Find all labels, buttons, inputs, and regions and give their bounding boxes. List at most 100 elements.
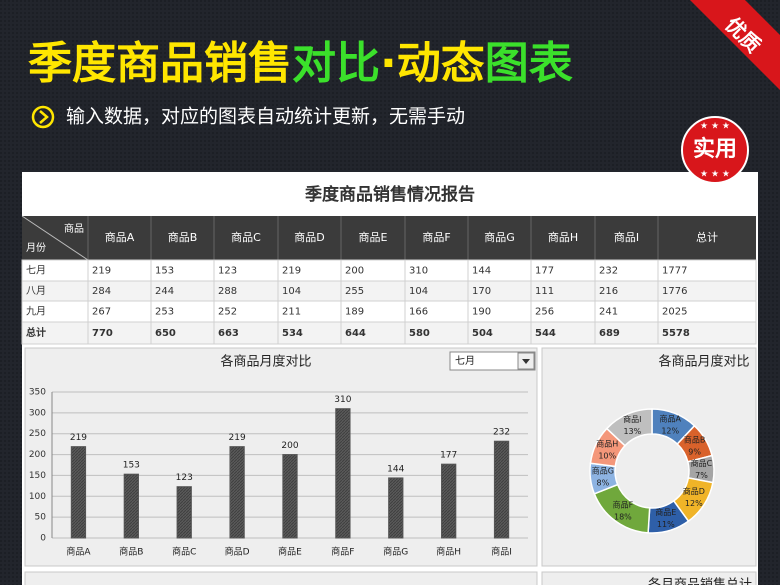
- slice-label: 7%: [695, 471, 708, 480]
- data-label: 232: [493, 428, 510, 438]
- table-cell: 267: [92, 307, 111, 318]
- table-cell: 650: [155, 328, 176, 339]
- slice-name: 商品H: [596, 438, 618, 448]
- data-label: 123: [176, 473, 193, 483]
- table-cell: 189: [345, 307, 364, 318]
- slice-label: 13%: [623, 427, 641, 436]
- column-header: 商品G: [484, 230, 515, 244]
- table-header: [22, 216, 756, 260]
- column-header: 商品C: [231, 230, 261, 244]
- table-cell: 310: [409, 266, 428, 277]
- data-label: 144: [387, 464, 404, 474]
- table-cell: 216: [599, 286, 618, 297]
- y-tick-label: 200: [29, 450, 46, 460]
- column-header: 商品D: [294, 230, 324, 244]
- chart-title: 各商品月度对比: [220, 354, 311, 370]
- table-cell: 580: [409, 328, 430, 339]
- select-arrow-icon: [522, 359, 530, 364]
- table-cell: 663: [218, 328, 239, 339]
- slice-label: 8%: [597, 479, 610, 488]
- data-label: 177: [440, 451, 457, 461]
- arrow-icon: [31, 105, 55, 129]
- table-cell: 255: [345, 286, 364, 297]
- bar: [229, 446, 245, 539]
- title-part: 季度商品销售: [28, 38, 292, 89]
- slice-name: 商品D: [683, 486, 705, 496]
- x-tick-label: 商品F: [331, 546, 354, 558]
- y-tick-label: 100: [29, 492, 46, 502]
- x-tick-label: 商品D: [225, 546, 250, 558]
- y-tick-label: 300: [29, 408, 46, 418]
- table-cell: 644: [345, 328, 366, 339]
- column-header: 商品B: [168, 230, 198, 244]
- table-cell: 104: [409, 286, 428, 297]
- table-row: [21, 280, 757, 302]
- y-tick-label: 50: [35, 513, 47, 523]
- table-cell: 256: [535, 307, 554, 318]
- table-title: 季度商品销售情况报告: [305, 184, 475, 205]
- bar: [441, 463, 457, 539]
- table-cell: 544: [535, 328, 556, 339]
- stars: ★ ★ ★: [700, 122, 730, 132]
- bar-panel: [24, 347, 538, 567]
- table-row: [21, 300, 757, 323]
- column-header: 商品E: [359, 230, 388, 244]
- table-cell: 七月: [26, 265, 46, 277]
- select-value: 七月: [455, 355, 475, 367]
- x-tick-label: 商品A: [66, 546, 91, 558]
- column-header: 商品A: [105, 230, 135, 244]
- badge-text: 实用: [693, 136, 737, 162]
- column-header: 商品I: [614, 230, 639, 244]
- table-cell: 211: [282, 307, 301, 318]
- slice-label: 18%: [614, 513, 632, 522]
- slice-name: 商品C: [691, 458, 713, 468]
- y-tick-label: 350: [29, 388, 46, 398]
- y-tick-label: 0: [40, 534, 46, 544]
- table-cell: 244: [155, 286, 174, 297]
- bar: [493, 440, 510, 539]
- table-cell: 534: [282, 328, 303, 339]
- slice-name: 商品F: [613, 500, 634, 510]
- ribbon: [690, 0, 780, 90]
- table-cell: 288: [218, 286, 237, 297]
- slice-name: 商品E: [655, 507, 676, 517]
- table-cell: 190: [472, 307, 491, 318]
- column-header: 商品H: [548, 230, 578, 244]
- table-cell: 八月: [26, 285, 46, 297]
- slice-name: 商品I: [623, 414, 641, 424]
- table-cell: 219: [92, 266, 111, 277]
- column-header: 商品F: [422, 230, 450, 244]
- table-row: [21, 259, 757, 282]
- slice-label: 10%: [598, 451, 616, 460]
- y-tick-label: 250: [29, 429, 46, 439]
- bar: [176, 486, 192, 539]
- x-tick-label: 商品E: [278, 546, 302, 558]
- bar: [388, 477, 404, 539]
- table-cell: 九月: [26, 306, 46, 318]
- table-cell: 166: [409, 307, 428, 318]
- corner-label: 月份: [26, 242, 46, 254]
- data-label: 310: [334, 395, 351, 405]
- table-cell: 284: [92, 286, 111, 297]
- table-cell: 241: [599, 307, 618, 318]
- x-tick-label: 商品C: [172, 546, 196, 558]
- title-part: 图表: [485, 38, 573, 89]
- data-label: 200: [281, 441, 298, 451]
- lower-panel: [541, 571, 757, 585]
- data-label: 219: [70, 433, 87, 443]
- bar: [335, 408, 351, 539]
- table-cell: 177: [535, 266, 554, 277]
- table-cell: 2025: [662, 307, 687, 318]
- table-cell: 170: [472, 286, 491, 297]
- bar: [282, 454, 298, 539]
- x-tick-label: 商品I: [491, 546, 512, 558]
- table-cell: 总计: [26, 326, 46, 339]
- month-select[interactable]: [449, 351, 536, 371]
- data-label: 219: [229, 433, 246, 443]
- table-cell: 144: [472, 266, 491, 277]
- table-cell: 5578: [662, 328, 690, 339]
- title-part: ·动态: [380, 38, 485, 89]
- table-cell: 232: [599, 266, 618, 277]
